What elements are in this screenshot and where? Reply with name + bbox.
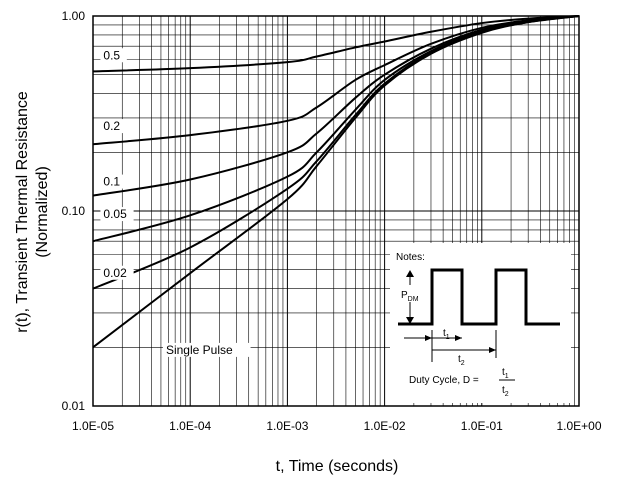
x-tick-label: 1.0E-05 (72, 419, 114, 433)
y-tick-label: 1.00 (62, 9, 86, 23)
curve-0.1 (92, 15, 580, 197)
curve-label: Single Pulse (166, 343, 233, 357)
curve-label-bg (100, 119, 127, 134)
curve-label: 0.1 (103, 175, 120, 189)
curve-label: 0.02 (103, 266, 127, 280)
curve-label: 0.5 (103, 48, 120, 62)
t1-arrow-right-icon (455, 335, 462, 341)
duty-fraction-denominator: t2 (502, 385, 509, 398)
duty-fraction-numerator: t1 (502, 367, 509, 380)
curve-label-bg (100, 174, 127, 189)
curve-label-bg (100, 48, 127, 63)
curve-single-pulse (92, 15, 580, 349)
x-tick-label: 1.0E-02 (364, 419, 406, 433)
t2-label: t2 (458, 354, 465, 367)
pdm-arrow-down-icon (406, 317, 414, 324)
curve-labels: 0.5 0.2 0.1 0.05 0.02 Single Pulse (100, 48, 251, 357)
curve-label-bg (162, 342, 251, 357)
y-axis-subtitle: (Normalized) (34, 166, 51, 258)
x-tick-label: 1.0E-01 (461, 419, 503, 433)
plot-frame (92, 15, 580, 407)
curve-0.5 (92, 15, 580, 73)
duty-cycle-label: Duty Cycle, D = (409, 375, 479, 386)
t2-arrow-right-icon (489, 347, 496, 353)
t1-arrow-left-icon (425, 335, 432, 341)
pdm-arrow-up-icon (406, 270, 414, 277)
y-axis-title: r(t), Transient Thermal Resistance (14, 91, 31, 333)
notes-inset: Notes: PDM t1 t2 Duty Cycle, D = t1 t2 (390, 243, 571, 403)
t1-label: t1 (443, 328, 450, 341)
curve-0.05 (92, 15, 580, 243)
curve-label-bg (100, 265, 134, 280)
curve-label: 0.05 (103, 207, 127, 221)
x-tick-label: 1.0E+00 (556, 419, 601, 433)
pdm-label: PDM (401, 290, 419, 303)
curve-0.2 (92, 15, 580, 146)
y-tick-label: 0.10 (62, 204, 86, 218)
pulse-waveform (398, 268, 560, 326)
tick-labels: 1.0E-05 1.0E-04 1.0E-03 1.0E-02 1.0E-01 1.0E+… (62, 9, 602, 433)
x-tick-label: 1.0E-03 (266, 419, 308, 433)
x-tick-label: 1.0E-04 (169, 419, 211, 433)
x-axis-title: t, Time (seconds) (276, 458, 399, 475)
curves (92, 15, 580, 349)
curve-label-bg (100, 207, 134, 222)
curve-label: 0.2 (103, 119, 120, 133)
y-tick-label: 0.01 (62, 399, 86, 413)
pdm-label-bg (398, 285, 430, 302)
notes-title: Notes: (396, 252, 425, 263)
